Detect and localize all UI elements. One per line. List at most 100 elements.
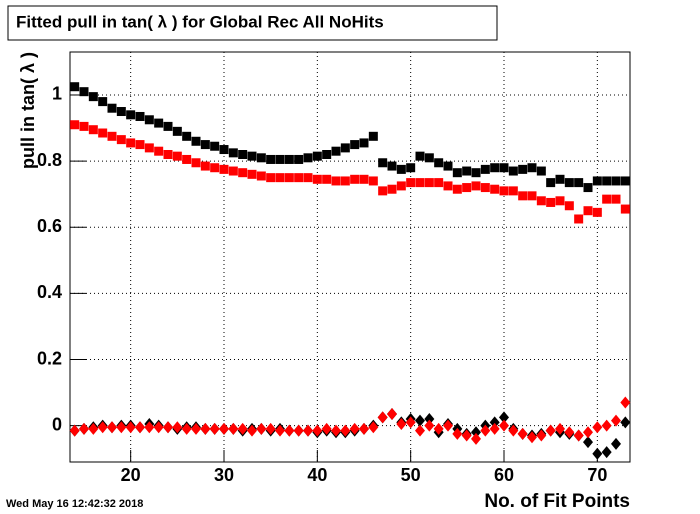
square-marker [536, 166, 546, 176]
diamond-marker [452, 427, 463, 440]
diamond-marker [163, 421, 173, 434]
square-marker [602, 176, 612, 186]
square-marker [499, 186, 509, 196]
square-marker [79, 121, 89, 131]
diamond-marker [191, 422, 201, 435]
square-marker [275, 173, 285, 183]
square-marker [527, 191, 537, 201]
square-marker [107, 103, 117, 113]
square-marker [424, 153, 434, 163]
square-marker [182, 154, 192, 164]
square-marker [256, 171, 266, 181]
diamond-marker [499, 411, 509, 424]
square-marker [490, 184, 500, 194]
square-marker [434, 178, 444, 188]
square-marker [396, 164, 406, 174]
square-marker [387, 161, 397, 171]
y-tick-label: 0.6 [37, 216, 62, 236]
square-marker [508, 186, 518, 196]
square-marker [154, 146, 164, 156]
square-marker [98, 128, 108, 138]
diamond-marker [107, 421, 117, 434]
diamond-marker [153, 421, 164, 434]
square-marker [480, 183, 490, 193]
square-marker [135, 111, 145, 121]
square-marker [443, 161, 453, 171]
diamond-marker [125, 421, 136, 434]
diamond-marker [340, 424, 351, 437]
square-marker [163, 121, 173, 131]
diamond-marker [396, 417, 407, 430]
square-marker [527, 163, 537, 173]
square-marker [154, 118, 164, 128]
diamond-marker [620, 416, 631, 429]
diamond-marker [303, 424, 313, 437]
square-marker [312, 174, 322, 184]
diamond-marker [517, 427, 528, 440]
y-tick-label: 0.8 [37, 150, 62, 170]
square-marker [518, 164, 528, 174]
square-marker [583, 206, 593, 216]
diamond-marker [200, 422, 211, 435]
diamond-marker [312, 424, 323, 437]
square-marker [452, 184, 462, 194]
diamond-marker [387, 408, 397, 421]
square-marker [116, 135, 126, 145]
diamond-marker [405, 416, 416, 429]
square-marker [107, 131, 117, 141]
diamond-marker [415, 424, 425, 437]
square-marker [368, 131, 378, 141]
diamond-marker [424, 419, 435, 432]
diamond-marker [349, 422, 360, 435]
square-marker [303, 173, 313, 183]
square-marker [331, 146, 341, 156]
diamond-marker [172, 421, 183, 434]
square-marker [219, 145, 229, 155]
square-marker [191, 158, 201, 168]
diamond-marker [79, 422, 89, 435]
x-tick-label: 50 [401, 465, 421, 485]
diamond-marker [564, 426, 575, 439]
diamond-marker [331, 424, 341, 437]
square-marker [574, 178, 584, 188]
square-marker [359, 138, 369, 148]
square-marker [228, 148, 238, 158]
square-marker [499, 163, 509, 173]
square-marker [518, 191, 528, 201]
x-tick-label: 20 [121, 465, 141, 485]
timestamp: Wed May 16 12:42:32 2018 [6, 498, 143, 510]
square-marker [340, 143, 350, 153]
square-marker [79, 87, 89, 97]
diamond-marker [88, 422, 99, 435]
square-marker [266, 173, 276, 183]
y-tick-label: 1 [52, 84, 62, 104]
square-marker [536, 196, 546, 206]
square-marker [490, 163, 500, 173]
square-marker [378, 186, 388, 196]
diamond-marker [443, 419, 453, 432]
square-marker [144, 115, 154, 125]
square-marker [462, 183, 472, 193]
square-marker [284, 154, 294, 164]
diamond-marker [601, 419, 612, 432]
diamond-marker [611, 414, 621, 427]
square-marker [434, 158, 444, 168]
diamond-marker [209, 422, 220, 435]
square-marker [424, 178, 434, 188]
square-marker [210, 163, 220, 173]
diamond-marker [583, 436, 593, 449]
square-marker [284, 173, 294, 183]
square-marker [620, 204, 630, 214]
diamond-marker [480, 424, 491, 437]
diamond-marker [97, 421, 108, 434]
diamond-marker [620, 396, 631, 409]
diamond-marker [69, 424, 80, 437]
x-tick-label: 70 [587, 465, 607, 485]
diamond-marker [135, 421, 145, 434]
square-marker [172, 151, 182, 161]
square-marker [70, 120, 80, 130]
square-marker [88, 125, 98, 135]
square-marker [116, 107, 126, 117]
